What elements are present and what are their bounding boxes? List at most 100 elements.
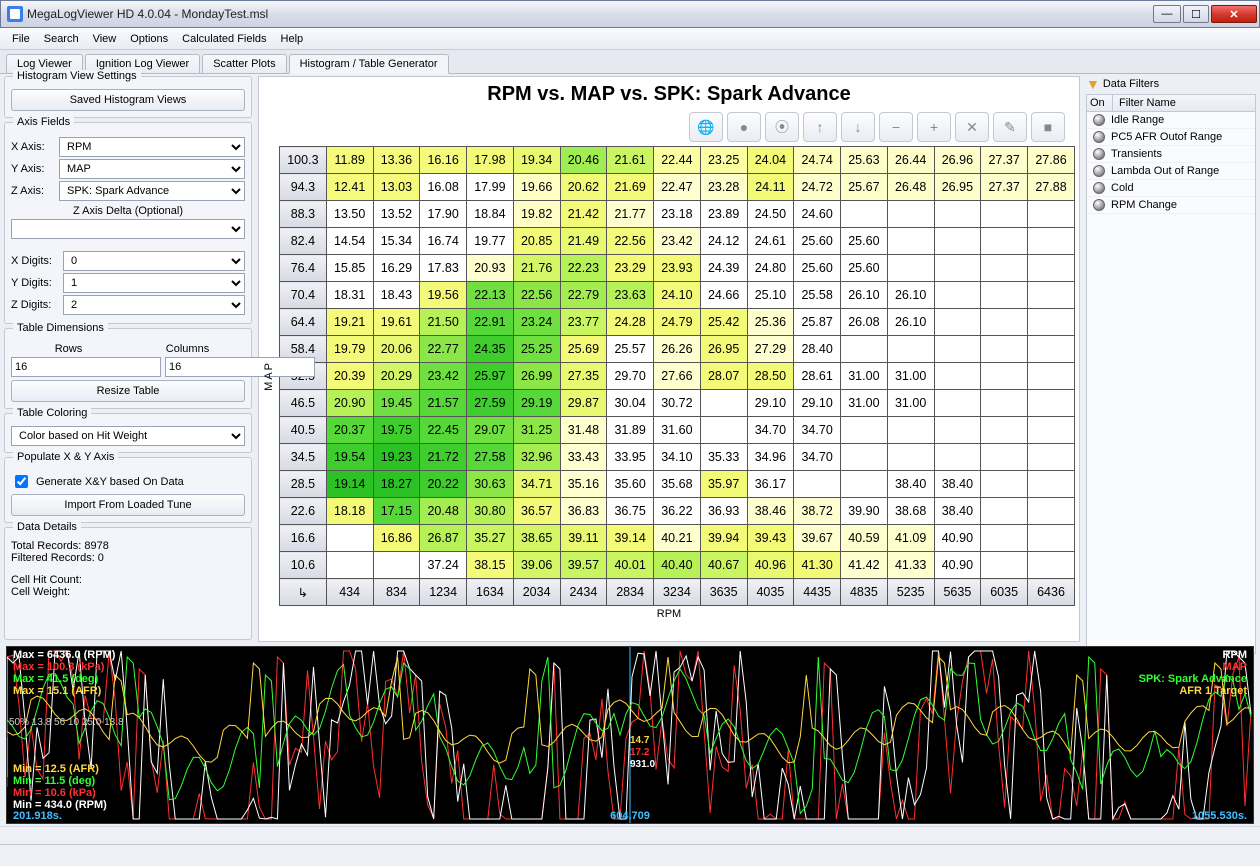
data-cell[interactable]: 19.21 (326, 309, 373, 336)
data-cell[interactable] (934, 309, 981, 336)
data-cell[interactable]: 23.93 (654, 255, 701, 282)
menu-search[interactable]: Search (38, 31, 85, 47)
data-cell[interactable]: 25.25 (513, 336, 560, 363)
data-cell[interactable]: 20.37 (326, 417, 373, 444)
data-cell[interactable]: 39.06 (513, 552, 560, 579)
data-cell[interactable]: 27.86 (1028, 147, 1075, 174)
filter-toggle-icon[interactable] (1093, 165, 1105, 177)
generate-xy-checkbox[interactable] (15, 475, 28, 488)
data-cell[interactable]: 26.96 (934, 147, 981, 174)
data-cell[interactable]: 30.04 (607, 390, 654, 417)
data-cell[interactable] (887, 336, 934, 363)
data-cell[interactable]: 19.79 (326, 336, 373, 363)
minus-icon[interactable]: − (879, 112, 913, 142)
data-cell[interactable] (934, 390, 981, 417)
resize-table-button[interactable]: Resize Table (11, 380, 245, 402)
data-cell[interactable]: 26.99 (513, 363, 560, 390)
data-cell[interactable]: 24.74 (794, 147, 841, 174)
data-cell[interactable] (1028, 282, 1075, 309)
data-cell[interactable]: 25.60 (841, 255, 888, 282)
data-cell[interactable]: 25.63 (841, 147, 888, 174)
data-cell[interactable] (700, 390, 747, 417)
data-cell[interactable]: 31.00 (887, 363, 934, 390)
data-cell[interactable] (981, 201, 1028, 228)
data-cell[interactable]: 20.06 (373, 336, 420, 363)
data-cell[interactable]: 23.77 (560, 309, 607, 336)
x-header[interactable]: 434 (326, 579, 373, 606)
data-cell[interactable]: 23.63 (607, 282, 654, 309)
data-cell[interactable]: 22.91 (467, 309, 514, 336)
filter-item[interactable]: PC5 AFR Outof Range (1087, 129, 1255, 146)
arrow-up-icon[interactable]: ↑ (803, 112, 837, 142)
data-cell[interactable]: 30.80 (467, 498, 514, 525)
data-cell[interactable]: 26.08 (841, 309, 888, 336)
data-cell[interactable]: 15.85 (326, 255, 373, 282)
x-axis-select[interactable]: RPM (59, 137, 245, 157)
data-cell[interactable]: 17.83 (420, 255, 467, 282)
data-cell[interactable]: 40.67 (700, 552, 747, 579)
data-cell[interactable]: 21.57 (420, 390, 467, 417)
data-cell[interactable]: 36.17 (747, 471, 794, 498)
data-cell[interactable]: 17.90 (420, 201, 467, 228)
data-cell[interactable]: 19.14 (326, 471, 373, 498)
data-cell[interactable] (794, 471, 841, 498)
data-cell[interactable]: 33.95 (607, 444, 654, 471)
data-cell[interactable]: 21.61 (607, 147, 654, 174)
data-cell[interactable]: 12.41 (326, 174, 373, 201)
data-cell[interactable]: 34.10 (654, 444, 701, 471)
filter-toggle-icon[interactable] (1093, 199, 1105, 211)
menu-file[interactable]: File (6, 31, 36, 47)
data-cell[interactable]: 17.98 (467, 147, 514, 174)
x-header[interactable]: 4835 (841, 579, 888, 606)
data-cell[interactable]: 20.39 (326, 363, 373, 390)
data-cell[interactable] (981, 363, 1028, 390)
data-cell[interactable]: 35.97 (700, 471, 747, 498)
data-cell[interactable]: 22.56 (607, 228, 654, 255)
data-cell[interactable]: 18.84 (467, 201, 514, 228)
data-cell[interactable] (934, 417, 981, 444)
plus-icon[interactable]: + (917, 112, 951, 142)
data-cell[interactable]: 19.82 (513, 201, 560, 228)
data-cell[interactable]: 18.27 (373, 471, 420, 498)
y-header[interactable]: 16.6 (280, 525, 327, 552)
data-cell[interactable]: 25.10 (747, 282, 794, 309)
data-cell[interactable] (981, 282, 1028, 309)
x-header[interactable]: 6436 (1028, 579, 1075, 606)
data-cell[interactable]: 23.28 (700, 174, 747, 201)
data-cell[interactable]: 25.87 (794, 309, 841, 336)
data-cell[interactable]: 39.90 (841, 498, 888, 525)
data-cell[interactable]: 23.42 (420, 363, 467, 390)
data-cell[interactable]: 36.75 (607, 498, 654, 525)
data-cell[interactable]: 29.70 (607, 363, 654, 390)
x-header[interactable]: 5235 (887, 579, 934, 606)
data-cell[interactable]: 28.07 (700, 363, 747, 390)
data-cell[interactable]: 34.71 (513, 471, 560, 498)
close-button[interactable]: ✕ (1211, 5, 1257, 23)
data-cell[interactable]: 27.29 (747, 336, 794, 363)
data-cell[interactable]: 25.60 (841, 228, 888, 255)
data-cell[interactable]: 19.45 (373, 390, 420, 417)
data-cell[interactable] (887, 201, 934, 228)
data-cell[interactable]: 25.60 (794, 228, 841, 255)
data-cell[interactable]: 25.42 (700, 309, 747, 336)
data-cell[interactable] (887, 444, 934, 471)
y-header[interactable]: 100.3 (280, 147, 327, 174)
data-cell[interactable]: 19.66 (513, 174, 560, 201)
data-cell[interactable]: 20.85 (513, 228, 560, 255)
data-cell[interactable] (841, 417, 888, 444)
rows-input[interactable] (11, 357, 161, 377)
data-cell[interactable]: 24.72 (794, 174, 841, 201)
data-cell[interactable]: 27.37 (981, 174, 1028, 201)
filter-toggle-icon[interactable] (1093, 131, 1105, 143)
y-header[interactable]: 28.5 (280, 471, 327, 498)
data-cell[interactable]: 25.60 (794, 255, 841, 282)
data-cell[interactable] (981, 525, 1028, 552)
data-cell[interactable]: 21.49 (560, 228, 607, 255)
data-cell[interactable]: 39.94 (700, 525, 747, 552)
data-cell[interactable]: 21.72 (420, 444, 467, 471)
data-cell[interactable]: 22.79 (560, 282, 607, 309)
data-cell[interactable]: 28.40 (794, 336, 841, 363)
data-cell[interactable] (887, 228, 934, 255)
globe-icon[interactable]: 🌐 (689, 112, 723, 142)
data-cell[interactable] (1028, 552, 1075, 579)
